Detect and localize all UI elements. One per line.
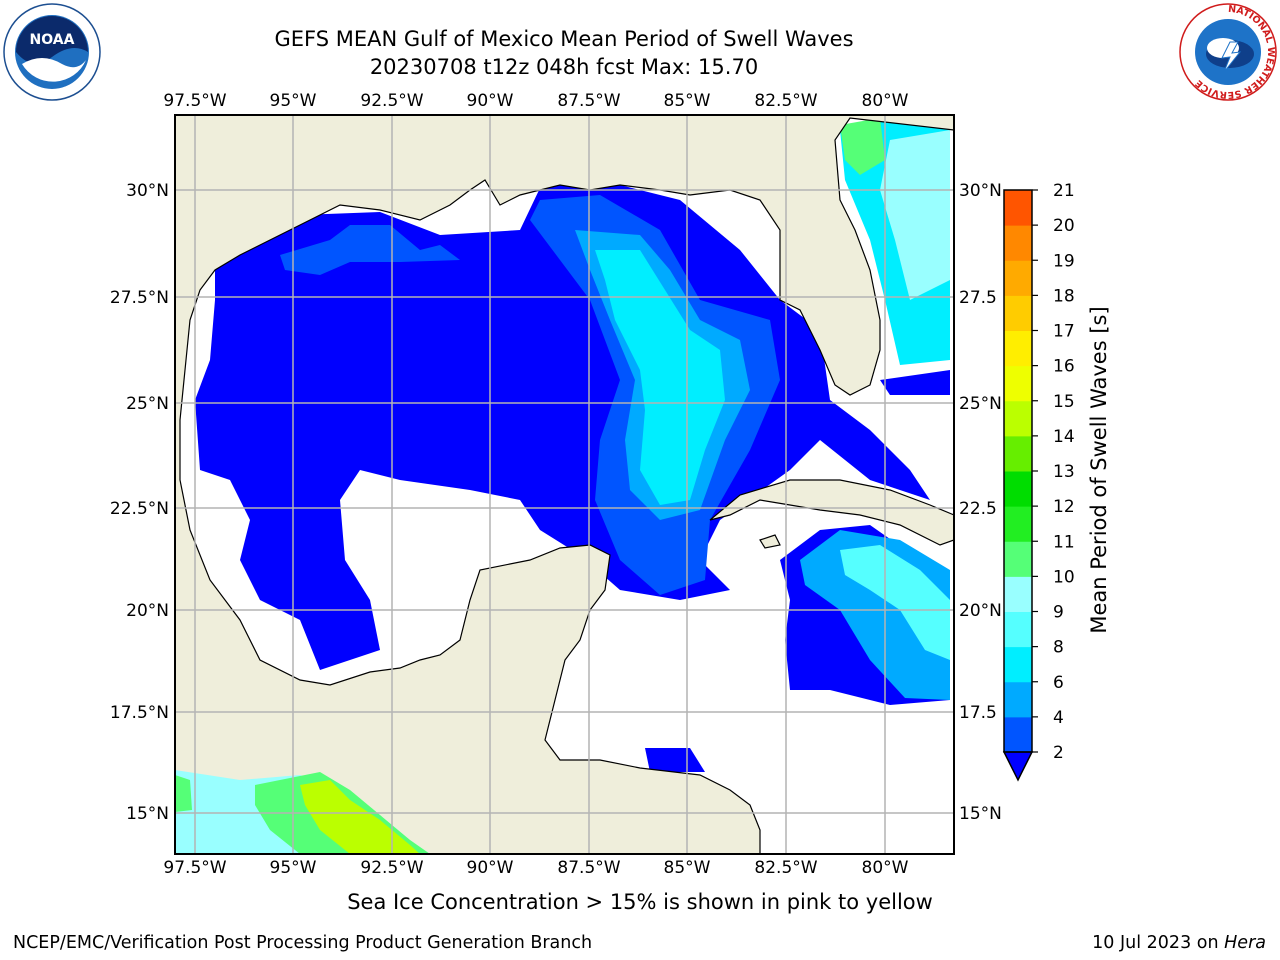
colorbar-bin	[1004, 225, 1032, 261]
lat-label: 25°N	[959, 394, 1002, 414]
colorbar-tick-label: 4	[1053, 708, 1064, 728]
colorbar-tick-label: 16	[1053, 357, 1075, 377]
colorbar-bin	[1004, 260, 1032, 296]
lon-label: 82.5°W	[754, 858, 817, 878]
lon-label: 90°W	[467, 858, 514, 878]
colorbar-tick-label: 2	[1053, 743, 1064, 763]
lat-label: 17.5°N	[110, 703, 169, 723]
colorbar-tick-label: 15	[1053, 392, 1075, 412]
graticule	[175, 115, 954, 854]
colorbar-tick-label: 17	[1053, 322, 1075, 342]
lat-label: 27.5	[959, 288, 997, 308]
lon-label: 80°W	[862, 858, 909, 878]
lat-label: 20°N	[959, 601, 1002, 621]
colorbar-bin	[1004, 435, 1032, 472]
lat-label: 30°N	[959, 181, 1002, 201]
colorbar-bin	[1004, 506, 1032, 542]
colorbar-tick-label: 9	[1053, 603, 1064, 623]
nws-logo: NATIONAL WEATHER SERVICE	[1179, 3, 1277, 101]
colorbar-tick-label: 8	[1053, 638, 1064, 658]
lat-label: 15°N	[126, 804, 169, 824]
lon-label: 90°W	[467, 91, 514, 111]
swell-field-4-6	[575, 118, 950, 660]
colorbar-label: Mean Period of Swell Waves [s]	[1087, 306, 1111, 633]
lat-label: 22.5	[959, 499, 997, 519]
lat-label: 27.5°N	[110, 288, 169, 308]
colorbar-bin	[1004, 330, 1032, 367]
colorbar-bin	[1004, 190, 1032, 226]
colorbar-bin	[1004, 576, 1032, 612]
lon-labels-bottom: 97.5°W 95°W 92.5°W 90°W 87.5°W 85°W 82.5…	[163, 858, 908, 878]
lat-label: 20°N	[126, 601, 169, 621]
colorbar: 2 4 6 8 9 10 11 12 13 14 15 16 17 18 19 20 21	[1002, 181, 1075, 782]
colorbar-bin	[1004, 681, 1032, 718]
colorbar-tick-label: 6	[1053, 673, 1064, 693]
colorbar-bin	[1004, 646, 1032, 683]
chart-subtitle: 20230708 t12z 048h fcst Max: 15.70	[369, 55, 759, 79]
svg-text:NOAA: NOAA	[30, 32, 75, 48]
colorbar-tick-label: 13	[1053, 462, 1075, 482]
lat-label: 25°N	[126, 394, 169, 414]
colorbar-tick-label: 20	[1053, 216, 1075, 236]
chart-title: GEFS MEAN Gulf of Mexico Mean Period of …	[274, 27, 854, 51]
lat-labels-right: 30°N 27.5 25°N 22.5 20°N 17.5 15°N	[959, 181, 1002, 824]
lon-label: 80°W	[862, 91, 909, 111]
sea-ice-note: Sea Ice Concentration > 15% is shown in …	[347, 890, 933, 914]
colorbar-tick-label: 12	[1053, 497, 1075, 517]
lon-label: 92.5°W	[360, 91, 423, 111]
colorbar-bin	[1004, 541, 1032, 577]
colorbar-tick-label: 11	[1053, 532, 1075, 552]
lat-label: 17.5	[959, 703, 997, 723]
lat-label: 15°N	[959, 804, 1002, 824]
colorbar-tick-label: 10	[1053, 567, 1075, 587]
lon-label: 87.5°W	[557, 91, 620, 111]
colorbar-tick-label: 14	[1053, 427, 1075, 447]
lat-label: 22.5°N	[110, 499, 169, 519]
credit: NCEP/EMC/Verification Post Processing Pr…	[13, 933, 593, 953]
map-frame	[174, 114, 955, 855]
colorbar-bin	[1004, 611, 1032, 648]
colorbar-bin	[1004, 400, 1032, 437]
colorbar-tick-label: 21	[1053, 181, 1075, 201]
noaa-logo: NOAA	[3, 3, 101, 101]
lon-label: 97.5°W	[163, 91, 226, 111]
colorbar-bin	[1004, 471, 1032, 507]
colorbar-tick-label: 18	[1053, 286, 1075, 306]
lat-labels-left: 30°N 27.5°N 25°N 22.5°N 20°N 17.5°N 15°N	[110, 181, 169, 824]
map-area	[175, 115, 954, 854]
lon-label: 87.5°W	[557, 858, 620, 878]
lon-label: 85°W	[664, 91, 711, 111]
colorbar-tick-label: 19	[1053, 251, 1075, 271]
colorbar-bin	[1004, 295, 1032, 331]
run-date: 10 Jul 2023 on Hera	[1092, 933, 1266, 953]
colorbar-bin	[1004, 716, 1032, 753]
lon-label: 95°W	[270, 91, 317, 111]
lon-labels-top: 97.5°W 95°W 92.5°W 90°W 87.5°W 85°W 82.5…	[163, 91, 908, 111]
lon-label: 97.5°W	[163, 858, 226, 878]
lon-label: 92.5°W	[360, 858, 423, 878]
colorbar-extend-arrow	[1002, 751, 1034, 782]
lon-label: 82.5°W	[754, 91, 817, 111]
colorbar-bin	[1004, 365, 1032, 402]
lat-label: 30°N	[126, 181, 169, 201]
lon-label: 95°W	[270, 858, 317, 878]
lon-label: 85°W	[664, 858, 711, 878]
